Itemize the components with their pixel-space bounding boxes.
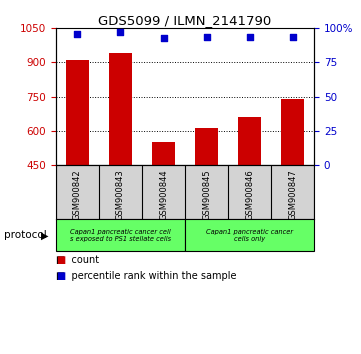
Bar [66,60,89,165]
Point [161,35,166,41]
Point [290,34,295,39]
Text: GSM900847: GSM900847 [288,169,297,220]
Point [247,34,252,39]
Bar [185,219,314,251]
Text: Capan1 pancreatic cancer
cells only: Capan1 pancreatic cancer cells only [206,229,293,242]
Title: GDS5099 / ILMN_2141790: GDS5099 / ILMN_2141790 [99,14,271,27]
Bar [152,142,175,165]
Point [118,30,123,35]
Text: ■: ■ [56,256,65,266]
Text: GSM900844: GSM900844 [159,169,168,220]
Text: protocol: protocol [4,230,46,240]
Bar [109,53,132,165]
Text: ▶: ▶ [42,230,49,240]
Text: ■: ■ [56,272,65,281]
Text: Capan1 pancreatic cancer cell
s exposed to PS1 stellate cells: Capan1 pancreatic cancer cell s exposed … [70,229,171,242]
Bar [56,219,185,251]
Bar [281,99,304,165]
Bar [238,117,261,165]
Point [204,34,209,39]
Text: GSM900845: GSM900845 [202,169,211,220]
Point [75,31,81,36]
Text: ■  percentile rank within the sample: ■ percentile rank within the sample [56,272,236,281]
Bar [195,129,218,165]
Text: GSM900843: GSM900843 [116,169,125,220]
Text: GSM900842: GSM900842 [73,169,82,220]
Text: ■  count: ■ count [56,256,99,266]
Text: GSM900846: GSM900846 [245,169,254,220]
